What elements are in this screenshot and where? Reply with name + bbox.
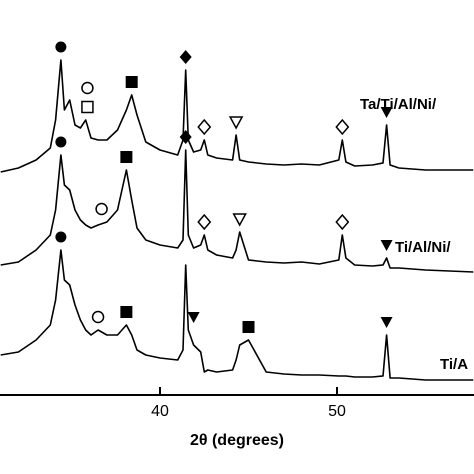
phase-marker [179,50,192,64]
phase-marker [120,151,133,163]
series-label: Ta/Ti/Al/Ni/ [360,96,437,113]
phase-marker [335,118,350,136]
phase-marker [55,136,67,148]
x-tick-label: 50 [328,403,346,420]
phase-marker [380,317,393,328]
phase-marker [187,312,200,323]
phase-marker [242,321,255,333]
phase-marker [232,213,247,227]
phase-marker [55,41,67,53]
phase-marker [228,116,244,130]
pattern-line [0,149,474,273]
phase-marker [380,240,393,251]
phase-marker [120,306,133,318]
phase-marker [81,100,94,114]
phase-marker [179,130,192,144]
phase-marker [335,213,350,231]
phase-marker [55,231,67,243]
phase-marker [95,202,108,216]
phase-marker [197,213,212,231]
pattern-line [0,59,474,173]
phase-marker [91,310,105,324]
series-label: Ti/A [440,356,468,373]
series-label: Ti/Al/Ni/ [395,239,451,256]
phase-marker [197,118,212,136]
x-axis-label: 2θ (degrees) [190,432,284,449]
pattern-line [0,249,474,381]
phase-marker [380,107,393,118]
x-tick-label: 40 [151,403,169,420]
phase-marker [125,76,138,88]
phase-marker [81,81,94,95]
